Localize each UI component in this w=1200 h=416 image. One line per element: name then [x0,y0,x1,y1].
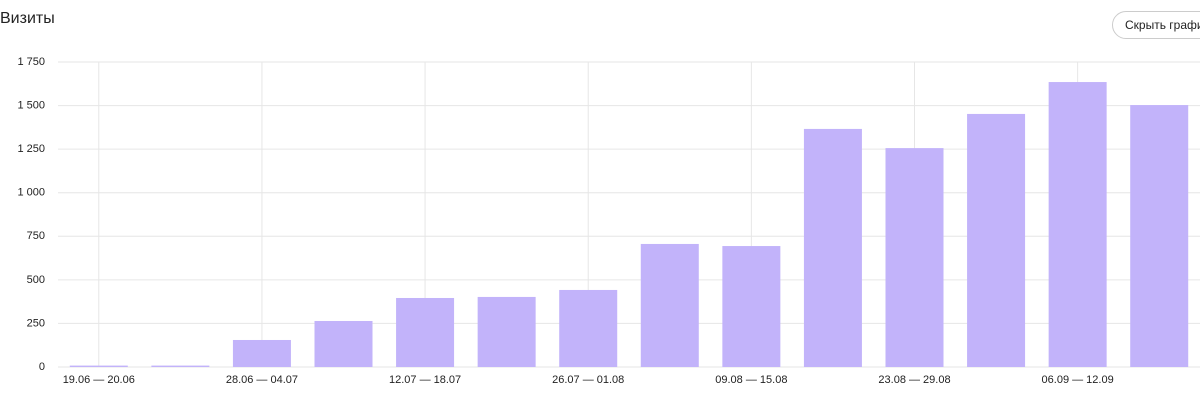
hide-chart-button[interactable]: Скрыть график [1112,11,1200,39]
bar [69,365,128,367]
y-tick-label: 0 [39,361,45,373]
page-title: Визиты [0,10,55,27]
x-tick-label: 12.07 — 18.07 [389,374,461,386]
y-tick-label: 1 250 [17,143,45,155]
bar [803,128,862,367]
y-tick-label: 250 [27,317,45,329]
y-tick-label: 1 000 [17,187,45,199]
y-tick-label: 750 [27,230,45,242]
x-tick-label: 09.08 — 15.08 [715,374,787,386]
bar [396,297,455,367]
x-tick-label: 06.09 — 12.09 [1042,374,1114,386]
y-tick-label: 500 [27,274,45,286]
bar [1048,82,1107,368]
x-tick-label: 28.06 — 04.07 [226,374,298,386]
bar [477,296,536,367]
bar [722,246,781,367]
bar [232,339,291,367]
x-tick-label: 23.08 — 29.08 [878,374,950,386]
y-tick-label: 1 750 [17,56,45,68]
bar [151,365,210,367]
bar [559,289,618,367]
x-tick-label: 26.07 — 01.08 [552,374,624,386]
y-tick-label: 1 500 [17,99,45,111]
bar [640,243,699,367]
bar [1130,105,1189,367]
bar [885,148,944,367]
x-tick-label: 19.06 — 20.06 [63,374,135,386]
bar [314,320,373,367]
bar [967,113,1026,368]
